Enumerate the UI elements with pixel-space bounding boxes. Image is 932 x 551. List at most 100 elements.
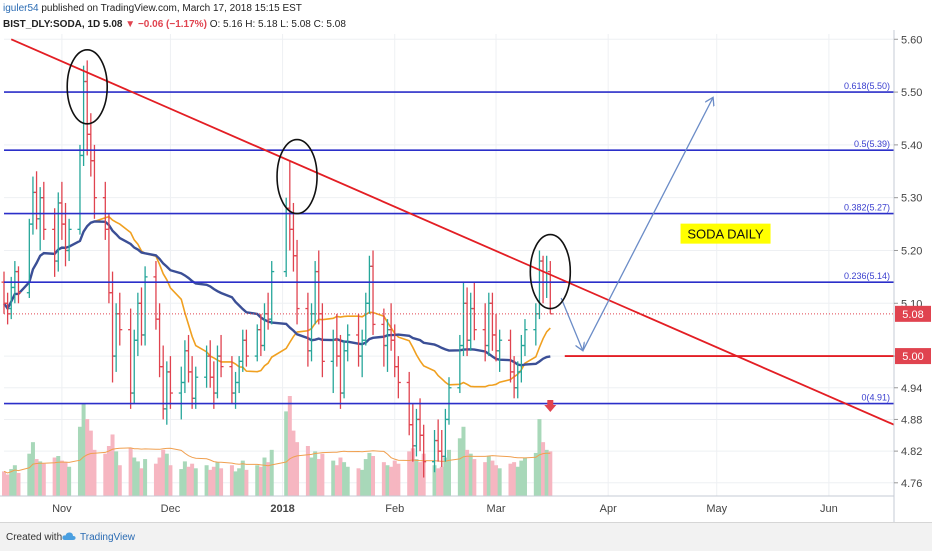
volume-bar — [41, 463, 46, 496]
ohlc-bar[interactable] — [547, 261, 553, 315]
ohlc-bar[interactable] — [218, 334, 224, 378]
ohlc-bar[interactable] — [395, 356, 401, 399]
ohlc-bar[interactable] — [265, 292, 271, 330]
ohlc-bar[interactable] — [544, 255, 550, 298]
ohlc-bar[interactable] — [486, 292, 492, 357]
volume-bar — [537, 419, 542, 496]
ohlc-bar[interactable] — [102, 181, 108, 240]
ohlc-bar[interactable] — [337, 334, 343, 409]
ohlc-bar[interactable] — [446, 377, 452, 425]
ohlc-bar[interactable] — [34, 171, 40, 230]
ohlc-bar[interactable] — [392, 324, 398, 378]
ohlc-bar[interactable] — [142, 266, 148, 346]
ohlc-bar[interactable] — [15, 266, 21, 304]
ohlc-bar[interactable] — [193, 366, 199, 409]
ohlc-bar[interactable] — [110, 271, 116, 383]
ohlc-bar[interactable] — [370, 250, 376, 335]
highlight-ellipse[interactable] — [276, 138, 318, 215]
ohlc-bar[interactable] — [26, 218, 32, 298]
ohlc-bar[interactable] — [359, 329, 365, 378]
ohlc-bar[interactable] — [178, 366, 184, 420]
volume-ma-line — [3, 447, 551, 474]
ohlc-bars[interactable] — [1, 60, 553, 478]
ohlc-bar[interactable] — [117, 292, 123, 346]
ohlc-bar[interactable] — [204, 345, 210, 388]
ohlc-bar[interactable] — [341, 340, 347, 399]
ohlc-bar[interactable] — [164, 361, 170, 425]
ohlc-bar[interactable] — [540, 255, 546, 304]
ohlc-bar[interactable] — [211, 361, 217, 409]
highlight-ellipse[interactable] — [529, 233, 572, 310]
fibonacci-retracement[interactable]: 0.618(5.50) 0.5(5.39) 0.382(5.27) 0.236(5.1… — [4, 81, 894, 405]
author-username[interactable]: iguler54 — [3, 3, 39, 14]
ohlc-bar[interactable] — [468, 292, 474, 351]
highlight-ellipse[interactable] — [66, 49, 109, 125]
ohlc-bar[interactable] — [30, 176, 36, 235]
volume-bar — [468, 453, 473, 496]
ohlc-bar[interactable] — [5, 292, 11, 325]
projection-arrow[interactable] — [582, 97, 713, 352]
ohlc-bar[interactable] — [435, 419, 441, 462]
ohlc-bar[interactable] — [493, 313, 499, 362]
ohlc-bar[interactable] — [189, 356, 195, 409]
ohlc-bar[interactable] — [312, 261, 318, 325]
ohlc-bar[interactable] — [460, 282, 466, 357]
ohlc-bar[interactable] — [63, 202, 69, 267]
ohlc-bar[interactable] — [138, 287, 144, 346]
ohlc-bar[interactable] — [363, 292, 369, 346]
ohlc-bar[interactable] — [182, 340, 188, 394]
ohlc-bar[interactable] — [186, 334, 192, 383]
ohlc-bar[interactable] — [497, 329, 503, 372]
ohlc-bar[interactable] — [471, 282, 477, 341]
ohlc-bar[interactable] — [207, 340, 213, 388]
projection-arrow[interactable] — [560, 297, 583, 351]
ohlc-bar[interactable] — [309, 303, 315, 362]
published-text: published on TradingView.com, March 17, … — [41, 3, 302, 14]
ohlc-bar[interactable] — [214, 345, 220, 399]
price-axis-panel[interactable] — [894, 0, 932, 522]
ohlc-bar[interactable] — [37, 187, 43, 251]
ohlc-bar[interactable] — [135, 292, 141, 357]
ohlc-bar[interactable] — [77, 144, 83, 235]
ohlc-bar[interactable] — [515, 361, 521, 399]
ohlc-bar[interactable] — [269, 261, 275, 325]
ohlc-bar[interactable] — [258, 313, 264, 357]
ohlc-bar[interactable] — [533, 303, 539, 346]
axes[interactable]: 5.605.505.405.305.205.105.004.944.884.82… — [0, 0, 932, 522]
ohlc-bar[interactable] — [345, 324, 351, 362]
ohlc-bar[interactable] — [384, 319, 390, 372]
ohlc-bar[interactable] — [41, 181, 47, 240]
ohlc-bar[interactable] — [464, 287, 470, 357]
ohlc-bar[interactable] — [522, 319, 528, 357]
ohlc-bar[interactable] — [167, 356, 173, 409]
annotation-highlight — [680, 223, 771, 244]
ohlc-bar[interactable] — [421, 424, 427, 478]
ohlc-bar[interactable] — [356, 313, 362, 367]
ohlc-bar[interactable] — [319, 303, 325, 378]
descending-trendline[interactable] — [10, 38, 895, 426]
ohlc-bar[interactable] — [388, 303, 394, 351]
volume-bar — [103, 453, 108, 496]
ohlc-bar[interactable] — [243, 329, 249, 367]
ohlc-bar[interactable] — [518, 334, 524, 383]
ohlc-bar[interactable] — [52, 208, 58, 277]
ohlc-bar[interactable] — [66, 218, 72, 262]
ohlc-bar[interactable] — [287, 160, 293, 251]
ohlc-bar[interactable] — [489, 292, 495, 351]
ohlc-bar[interactable] — [55, 192, 61, 272]
volume-bar — [269, 449, 274, 496]
volume-bar — [483, 462, 488, 496]
ohlc-bar[interactable] — [128, 308, 134, 409]
drawings[interactable]: SODA DAILY — [4, 38, 895, 426]
price-chart[interactable]: 0.618(5.50) 0.5(5.39) 0.382(5.27) 0.236(5.1… — [0, 0, 932, 522]
tradingview-brand[interactable]: TradingView — [80, 532, 136, 543]
annotation-text[interactable]: SODA DAILY — [687, 227, 764, 242]
ohlc-bar[interactable] — [366, 255, 372, 314]
ohlc-bar[interactable] — [59, 181, 65, 240]
ohlc-bar[interactable] — [261, 303, 267, 351]
ohlc-bar[interactable] — [84, 60, 90, 156]
ohlc-bar[interactable] — [240, 329, 246, 372]
ohlc-bar[interactable] — [91, 144, 97, 219]
volume-bar — [457, 438, 462, 496]
ohlc-bar[interactable] — [417, 398, 423, 452]
